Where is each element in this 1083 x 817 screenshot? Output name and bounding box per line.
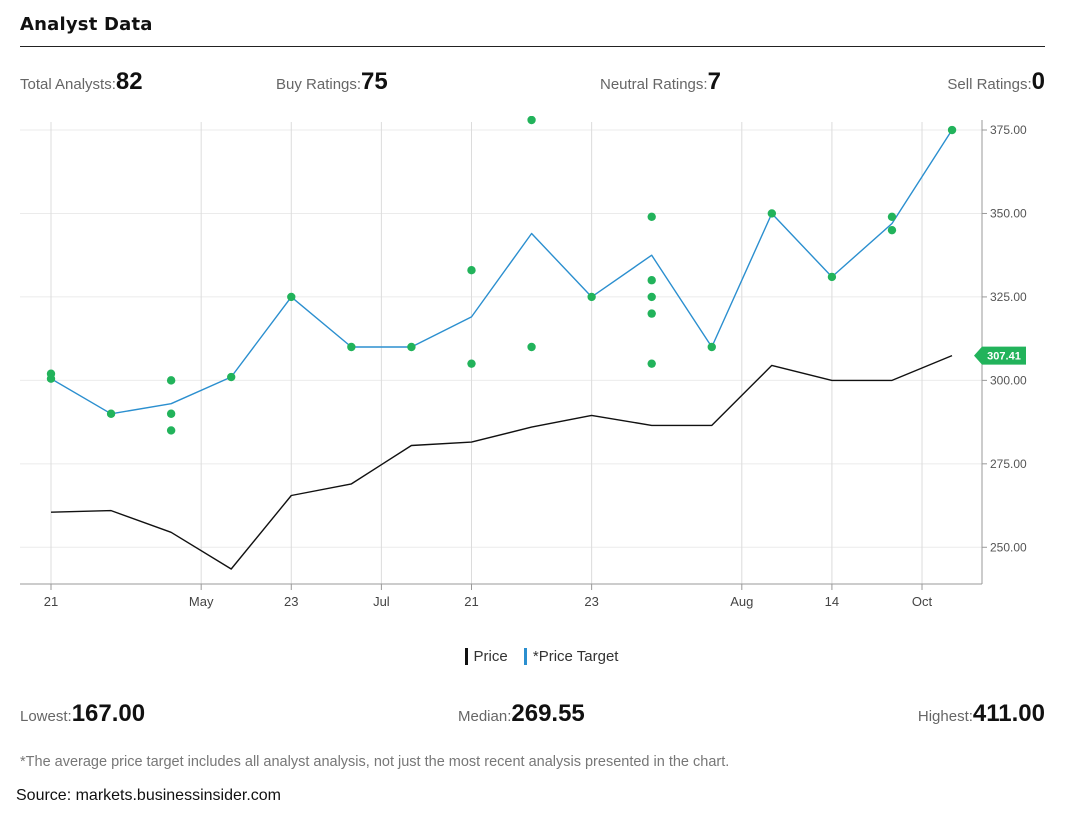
x-tick-label: 23	[584, 594, 598, 609]
rating-dot	[46, 374, 56, 383]
rating-dot	[166, 426, 176, 435]
stat-buy-label: Buy Ratings:	[276, 76, 362, 93]
stat-neutral-value: 7	[707, 68, 721, 95]
title-divider	[20, 46, 1045, 47]
rating-dot	[947, 125, 957, 135]
chart-grid	[20, 122, 982, 584]
x-tick-label: 21	[44, 594, 58, 609]
price-line	[50, 354, 953, 570]
summary-lowest-value: 167.00	[71, 700, 146, 727]
rating-dot	[166, 376, 176, 385]
analyst-rating-dots	[46, 116, 957, 435]
analyst-stats: Total Analysts: 82 Buy Ratings: 75 Neutr…	[20, 68, 1045, 104]
legend-item-price-target[interactable]: *Price Target	[523, 648, 619, 665]
stat-sell-value: 0	[1031, 68, 1045, 95]
legend-swatch-price	[464, 648, 468, 665]
stat-total-value: 82	[115, 68, 143, 95]
rating-dot	[647, 309, 656, 318]
rating-dot	[227, 372, 236, 382]
x-tick-label: 23	[284, 594, 298, 609]
rating-dot	[527, 116, 536, 125]
x-tick-label: Oct	[912, 594, 933, 609]
summary-median-label: Median:	[458, 708, 512, 725]
summary-median: Median: 269.55	[458, 700, 585, 728]
source-credit: Source: markets.businessinsider.com	[16, 787, 281, 804]
y-tick-label: 375.00	[990, 123, 1027, 137]
stat-buy-value: 75	[361, 68, 388, 95]
stat-sell-label: Sell Ratings:	[947, 76, 1032, 93]
stat-neutral-label: Neutral Ratings:	[600, 76, 708, 93]
summary-median-value: 269.55	[511, 700, 585, 727]
stat-neutral-ratings: Neutral Ratings: 7	[600, 68, 721, 96]
rating-dot	[827, 272, 837, 282]
stat-sell-ratings: Sell Ratings: 0	[947, 68, 1045, 96]
x-tick-label: May	[189, 594, 214, 609]
stat-total-analysts: Total Analysts: 82	[20, 68, 143, 96]
stat-buy-ratings: Buy Ratings: 75	[276, 68, 388, 96]
y-tick-label: 325.00	[990, 290, 1027, 304]
x-tick-label: Aug	[730, 594, 753, 609]
summary-highest-value: 411.00	[972, 700, 1045, 727]
summary-lowest: Lowest: 167.00	[20, 700, 145, 728]
stat-total-label: Total Analysts:	[20, 76, 116, 93]
rating-dot	[887, 225, 897, 235]
rating-dot	[647, 292, 656, 302]
legend-label-price: Price	[473, 648, 508, 665]
price-target-chart[interactable]: 250.00 275.00 300.00 325.00 350.00 375.00 21 Ma…	[0, 116, 1083, 616]
summary-highest-label: Highest:	[917, 708, 973, 725]
y-tick-label: 300.00	[990, 373, 1027, 387]
summary-lowest-label: Lowest:	[20, 708, 72, 725]
rating-dot	[647, 276, 656, 285]
y-tick-label: 250.00	[990, 540, 1027, 554]
y-tick-label: 350.00	[990, 206, 1027, 220]
rating-dot	[647, 359, 656, 368]
rating-dot	[887, 212, 897, 222]
chart-legend: Price *Price Target	[0, 648, 1083, 669]
rating-dot	[407, 342, 416, 352]
chart-axes: 250.00 275.00 300.00 325.00 350.00 375.00 21 Ma…	[20, 120, 1027, 609]
chart-series	[50, 129, 953, 570]
rating-dot	[707, 342, 716, 352]
rating-dot	[527, 342, 536, 352]
x-tick-label: Jul	[373, 594, 390, 609]
rating-dot	[587, 292, 596, 302]
x-tick-label: 14	[825, 594, 839, 609]
rating-dot	[467, 359, 476, 368]
rating-dot	[467, 266, 476, 275]
chart-labels: 307.41	[974, 346, 1026, 365]
rating-dot	[767, 209, 777, 218]
price-target-line	[50, 129, 953, 415]
page-title: Analyst Data	[20, 14, 153, 35]
rating-dot	[347, 342, 356, 352]
target-summary: Lowest: 167.00 Median: 269.55 Highest: 4…	[20, 700, 1045, 736]
rating-dot	[647, 212, 656, 222]
x-tick-label: 21	[464, 594, 478, 609]
rating-dot	[166, 409, 176, 418]
rating-dot	[106, 409, 116, 418]
last-price-tag	[974, 346, 1026, 365]
legend-item-price[interactable]: Price	[464, 648, 508, 665]
summary-highest: Highest: 411.00	[918, 700, 1045, 728]
y-tick-label: 275.00	[990, 457, 1027, 471]
rating-dot	[287, 292, 296, 302]
legend-swatch-price-target	[523, 648, 527, 665]
last-price-label: 307.41	[987, 351, 1021, 363]
legend-label-price-target: *Price Target	[532, 648, 619, 665]
footnote: *The average price target includes all a…	[20, 754, 730, 770]
